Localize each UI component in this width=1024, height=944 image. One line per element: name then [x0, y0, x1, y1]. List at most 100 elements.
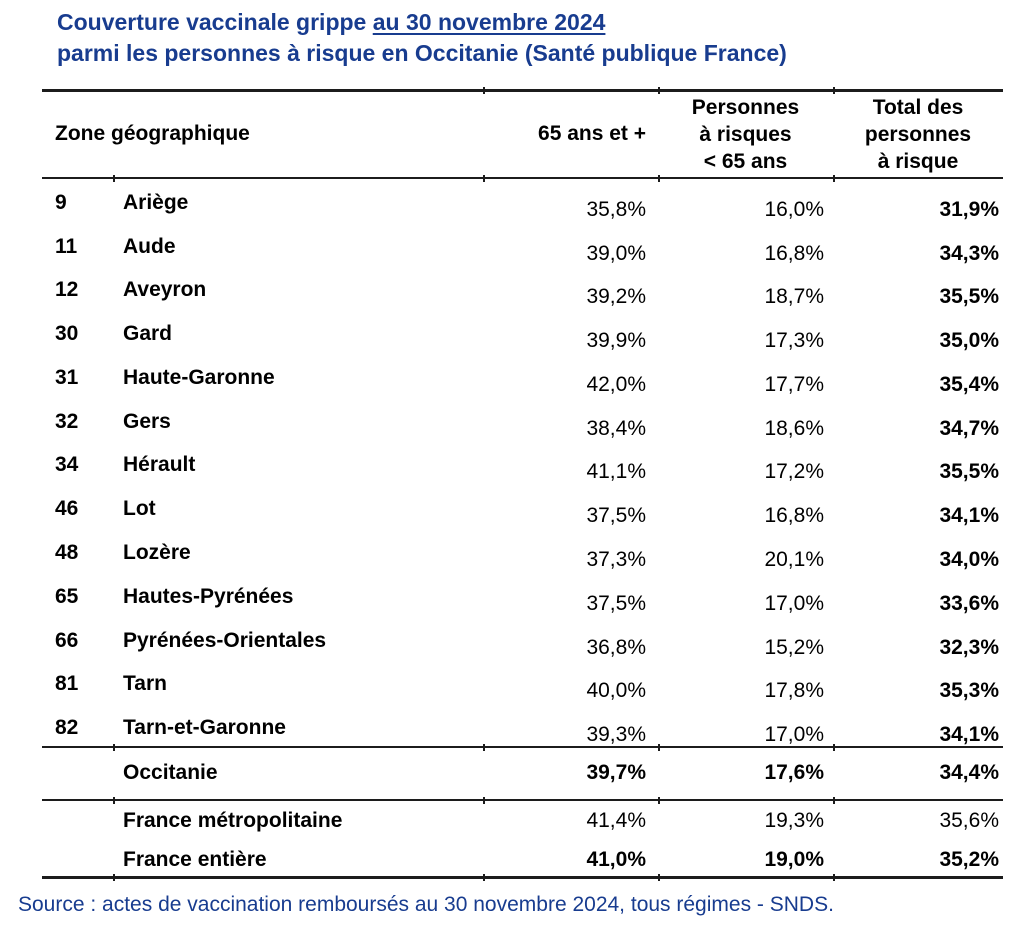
- value-risk-under65: 18,7%: [764, 285, 824, 309]
- value-total: 35,5%: [939, 460, 999, 484]
- summary-row-france-metropolitaine: France métropolitaine 41,4% 19,3% 35,6%: [42, 800, 1003, 843]
- value-total: 35,6%: [939, 809, 999, 833]
- value-65plus: 37,5%: [586, 591, 646, 615]
- occitanie-bottom-rule: [42, 797, 1003, 804]
- document-title: Couverture vaccinale grippe au 30 novemb…: [57, 7, 787, 69]
- value-total: 35,2%: [939, 848, 999, 872]
- header-65-ans-et-plus: 65 ans et +: [538, 122, 646, 145]
- value-risk-under65: 17,7%: [764, 372, 824, 396]
- table-row: 32 Gers 38,4% 18,6% 34,7%: [42, 397, 1003, 441]
- header-total-personnes-a-risque: Total des personnes à risque: [864, 95, 972, 173]
- value-65plus: 39,2%: [586, 285, 646, 309]
- table-row: 34 Hérault 41,1% 17,2% 35,5%: [42, 441, 1003, 485]
- table-row: 81 Tarn 40,0% 17,8% 35,3%: [42, 659, 1003, 703]
- dept-code: 30: [55, 322, 79, 346]
- dept-code: 32: [55, 409, 79, 433]
- table-row: 46 Lot 37,5% 16,8% 34,1%: [42, 484, 1003, 528]
- region-name: France métropolitaine: [123, 809, 343, 833]
- value-risk-under65: 17,8%: [764, 679, 824, 703]
- value-total: 35,3%: [939, 679, 999, 703]
- dept-name: Gers: [123, 409, 171, 433]
- table-top-rule: [42, 87, 1003, 94]
- dept-name: Tarn-et-Garonne: [123, 716, 286, 740]
- value-total: 35,4%: [939, 372, 999, 396]
- table-row: 30 Gard 39,9% 17,3% 35,0%: [42, 309, 1003, 353]
- header-bottom-rule: [42, 175, 1003, 182]
- value-65plus: 41,4%: [586, 809, 646, 833]
- dept-name: Aude: [123, 234, 176, 258]
- dept-code: 48: [55, 541, 79, 564]
- value-total: 33,6%: [939, 591, 999, 615]
- dept-name: Hautes-Pyrénées: [123, 584, 294, 608]
- region-name: Occitanie: [123, 761, 218, 785]
- dept-name: Tarn: [123, 672, 167, 696]
- dept-name: Haute-Garonne: [123, 365, 275, 389]
- title-line-2: parmi les personnes à risque en Occitani…: [57, 40, 787, 66]
- dept-code: [42, 803, 113, 846]
- title-line-1: Couverture vaccinale grippe au 30 novemb…: [57, 7, 787, 38]
- value-total: 34,1%: [939, 504, 999, 528]
- value-65plus: 41,1%: [586, 460, 646, 484]
- value-65plus: 41,0%: [586, 848, 646, 872]
- value-65plus: 39,9%: [586, 329, 646, 353]
- value-risk-under65: 17,2%: [764, 460, 824, 484]
- value-risk-under65: 17,0%: [764, 723, 824, 747]
- region-name: France entière: [123, 848, 267, 872]
- header-personnes-a-risques: Personnes à risques < 65 ans: [691, 95, 800, 173]
- header-zone-geographique: Zone géographique: [55, 122, 250, 145]
- dept-name: Ariège: [123, 190, 189, 214]
- source-note: Source : actes de vaccination remboursés…: [18, 893, 834, 916]
- dept-name: Aveyron: [123, 278, 207, 302]
- value-total: 34,1%: [939, 723, 999, 747]
- value-risk-under65: 16,0%: [764, 197, 824, 221]
- value-risk-under65: 19,3%: [764, 809, 824, 833]
- table-row: 11 Aude 39,0% 16,8% 34,3%: [42, 222, 1003, 266]
- value-risk-under65: 17,3%: [764, 329, 824, 353]
- summary-row-occitanie: Occitanie 39,7% 17,6% 34,4%: [42, 747, 1003, 800]
- value-65plus: 42,0%: [586, 372, 646, 396]
- dept-code: 46: [55, 497, 79, 521]
- value-65plus: 39,3%: [586, 723, 646, 747]
- vaccination-coverage-table: Zone géographique 65 ans et + Personnes …: [42, 87, 1003, 882]
- value-total: 34,0%: [939, 548, 999, 571]
- table-row: 48 Lozère 37,3% 20,1% 34,0%: [42, 528, 1003, 572]
- dept-code: [42, 846, 113, 881]
- value-risk-under65: 20,1%: [764, 548, 824, 571]
- dept-code: 66: [55, 628, 79, 652]
- table-row: 31 Haute-Garonne 42,0% 17,7% 35,4%: [42, 353, 1003, 397]
- title-date-underlined: au 30 novembre 2024: [372, 9, 606, 35]
- occitanie-top-rule: [42, 744, 1003, 751]
- value-65plus: 39,7%: [586, 761, 646, 785]
- department-rows: 9 Ariège 35,8% 16,0% 31,9% 11 Aude 39,0%…: [42, 178, 1003, 747]
- value-total: 35,5%: [939, 285, 999, 309]
- dept-code: 11: [55, 234, 78, 258]
- dept-code: 31: [55, 365, 79, 389]
- value-65plus: 37,3%: [586, 548, 646, 571]
- value-65plus: 37,5%: [586, 504, 646, 528]
- table-row: 65 Hautes-Pyrénées 37,5% 17,0% 33,6%: [42, 572, 1003, 616]
- value-risk-under65: 19,0%: [764, 848, 824, 872]
- value-total: 31,9%: [939, 197, 999, 221]
- value-65plus: 38,4%: [586, 416, 646, 440]
- dept-code: [42, 750, 113, 803]
- table-header-row: Zone géographique 65 ans et + Personnes …: [42, 90, 1003, 178]
- table-row: 66 Pyrénées-Orientales 36,8% 15,2% 32,3%: [42, 616, 1003, 660]
- value-65plus: 36,8%: [586, 635, 646, 659]
- value-total: 32,3%: [939, 635, 999, 659]
- dept-code: 9: [55, 190, 67, 214]
- summary-row-france-entiere: France entière 41,0% 19,0% 35,2%: [42, 843, 1003, 878]
- value-total: 34,7%: [939, 416, 999, 440]
- dept-code: 82: [55, 716, 79, 740]
- value-risk-under65: 17,6%: [764, 761, 824, 785]
- value-risk-under65: 16,8%: [764, 241, 824, 265]
- table-row: 12 Aveyron 39,2% 18,7% 35,5%: [42, 266, 1003, 310]
- value-65plus: 40,0%: [586, 679, 646, 703]
- dept-code: 65: [55, 584, 79, 608]
- dept-name: Lozère: [123, 541, 191, 564]
- table-row: 9 Ariège 35,8% 16,0% 31,9%: [42, 178, 1003, 222]
- value-risk-under65: 18,6%: [764, 416, 824, 440]
- dept-code: 81: [55, 672, 79, 696]
- dept-name: Lot: [123, 497, 156, 521]
- dept-name: Gard: [123, 322, 173, 346]
